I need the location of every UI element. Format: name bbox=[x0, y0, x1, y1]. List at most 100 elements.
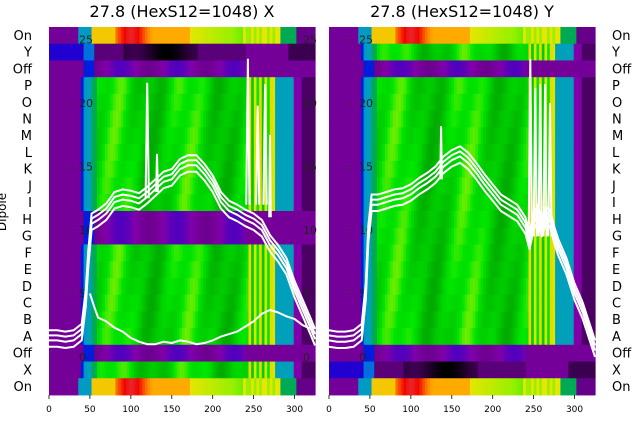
heatmap-cell bbox=[259, 127, 263, 145]
heatmap-cell bbox=[384, 160, 389, 178]
heatmap-cell bbox=[49, 227, 53, 245]
heatmap-cell bbox=[472, 127, 476, 145]
heatmap-cell bbox=[430, 294, 434, 312]
heatmap-cell bbox=[123, 344, 127, 362]
heatmap-cell bbox=[267, 43, 271, 61]
heatmap-cell bbox=[131, 311, 135, 329]
heatmap-cell bbox=[182, 378, 186, 396]
heatmap-cell bbox=[158, 277, 162, 296]
heatmap-cell bbox=[134, 361, 138, 379]
heatmap-cell bbox=[307, 127, 311, 145]
heatmap-cell bbox=[189, 277, 194, 296]
heatmap-cell bbox=[309, 244, 313, 262]
heatmap-cell bbox=[454, 127, 458, 145]
heatmap-row bbox=[329, 127, 596, 145]
heatmap-cell bbox=[419, 160, 423, 178]
heatmap-cell bbox=[264, 261, 268, 279]
heatmap-cell bbox=[435, 93, 439, 112]
heatmap-cell bbox=[104, 361, 109, 379]
heatmap-cell bbox=[166, 60, 170, 78]
heatmap-cell bbox=[462, 244, 466, 262]
heatmap-cell bbox=[277, 211, 282, 229]
heatmap-cell bbox=[182, 93, 186, 112]
heatmap-cell bbox=[491, 361, 495, 379]
heatmap-cell bbox=[115, 211, 119, 229]
heatmap-cell bbox=[531, 177, 535, 195]
heatmap-cell bbox=[120, 211, 125, 229]
heatmap-cell bbox=[264, 211, 268, 229]
heatmap-cell bbox=[334, 177, 338, 195]
heatmap-cell bbox=[512, 328, 516, 346]
heatmap-cell bbox=[496, 378, 500, 396]
heatmap-cell bbox=[296, 160, 300, 178]
heatmap-cell bbox=[83, 227, 87, 245]
heatmap-cell bbox=[344, 77, 349, 95]
heatmap-cell bbox=[408, 328, 413, 346]
heatmap-cell bbox=[64, 43, 69, 61]
heatmap-cell bbox=[549, 344, 554, 362]
heatmap-cell bbox=[51, 194, 55, 212]
heatmap-cell bbox=[448, 311, 452, 329]
heatmap-cell bbox=[342, 93, 346, 112]
heatmap-cell bbox=[477, 344, 482, 362]
heatmap-cell bbox=[342, 244, 346, 262]
heatmap-cell bbox=[112, 27, 117, 45]
heatmap-cell bbox=[49, 160, 53, 178]
heatmap-cell bbox=[344, 160, 349, 178]
heatmap-cell bbox=[547, 244, 551, 262]
heatmap-cell bbox=[179, 328, 183, 346]
heatmap-cell bbox=[253, 277, 258, 296]
heatmap-cell bbox=[472, 110, 476, 128]
heatmap-cell bbox=[197, 311, 202, 329]
heatmap-cell bbox=[147, 127, 151, 145]
heatmap-cell bbox=[408, 127, 413, 145]
heatmap-cell bbox=[589, 277, 593, 296]
heatmap-cell bbox=[56, 27, 61, 45]
heatmap-cell bbox=[171, 177, 175, 195]
heatmap-cell bbox=[136, 244, 141, 262]
heatmap-cell bbox=[267, 294, 271, 312]
heatmap-cell bbox=[179, 110, 183, 128]
heatmap-cell bbox=[395, 227, 399, 245]
heatmap-cell bbox=[456, 93, 460, 112]
heatmap-cell bbox=[400, 43, 405, 61]
heatmap-cell bbox=[160, 311, 164, 329]
heatmap-cell bbox=[414, 77, 418, 95]
heatmap-cell bbox=[269, 93, 274, 112]
heatmap-cell bbox=[213, 277, 218, 296]
heatmap-cell bbox=[96, 311, 101, 329]
heatmap-cell bbox=[509, 211, 514, 229]
heatmap-cell bbox=[355, 77, 359, 95]
heatmap-cell bbox=[171, 160, 175, 178]
heatmap-cell bbox=[126, 77, 130, 95]
heatmap-cell bbox=[435, 211, 439, 229]
heatmap-cell bbox=[539, 261, 543, 279]
heatmap-cell bbox=[192, 311, 196, 329]
heatmap-cell bbox=[581, 344, 585, 362]
heatmap-cell bbox=[419, 378, 423, 396]
heatmap-cell bbox=[390, 244, 394, 262]
heatmap-cell bbox=[358, 43, 362, 61]
heatmap-cell bbox=[446, 177, 450, 195]
heatmap-cell bbox=[187, 177, 191, 195]
heatmap-cell bbox=[150, 361, 154, 379]
heatmap-cell bbox=[211, 27, 215, 45]
heatmap-cell bbox=[520, 294, 524, 312]
row-label: O bbox=[612, 96, 622, 111]
heatmap-cell bbox=[512, 60, 516, 78]
heatmap-cell bbox=[336, 277, 341, 296]
heatmap-cell bbox=[243, 60, 247, 78]
heatmap-cell bbox=[480, 361, 484, 379]
heatmap-cell bbox=[152, 144, 156, 162]
heatmap-cell bbox=[568, 27, 572, 45]
heatmap-cell bbox=[152, 328, 156, 346]
heatmap-cell bbox=[112, 361, 117, 379]
heatmap-cell bbox=[555, 277, 559, 296]
heatmap-cell bbox=[523, 311, 527, 329]
heatmap-cell bbox=[72, 27, 77, 45]
row-label: Off bbox=[13, 347, 33, 362]
heatmap-cell bbox=[371, 110, 375, 128]
heatmap-cell bbox=[387, 194, 391, 212]
heatmap-cell bbox=[368, 144, 373, 162]
heatmap-cell bbox=[62, 110, 66, 128]
